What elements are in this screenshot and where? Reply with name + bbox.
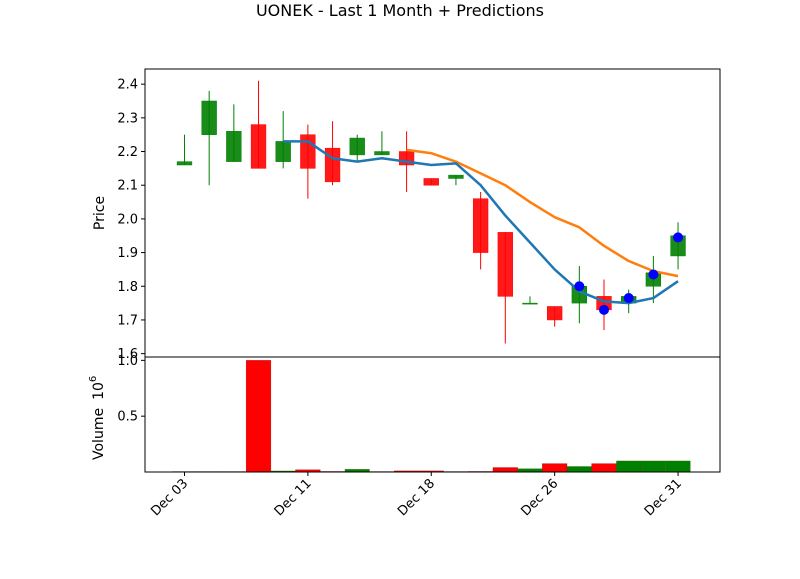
volume-bar — [492, 467, 518, 473]
chart-title: UONEK - Last 1 Month + Predictions — [256, 1, 544, 20]
price-tick-label: 2.3 — [117, 111, 138, 126]
candle-body — [250, 124, 267, 169]
candle-body — [522, 302, 538, 305]
prediction-point — [599, 304, 610, 315]
long-ma-line — [406, 148, 679, 278]
candle-body — [176, 161, 193, 166]
volume-panel: 0.5 1.0 Volume 106 — [88, 354, 721, 473]
volume-bar — [640, 460, 666, 473]
price-tick-label: 1.8 — [117, 280, 138, 295]
price-tick-label: 2.1 — [117, 179, 138, 194]
volume-axis-label: Volume 106 — [88, 376, 107, 460]
volume-scale-base: 10 — [91, 382, 107, 400]
candle-body — [547, 306, 563, 321]
candle-body — [472, 198, 489, 253]
short-ma-line — [283, 140, 679, 305]
candle-body — [374, 151, 390, 156]
candle-body — [349, 137, 365, 156]
volume-axis-title: Volume — [91, 408, 107, 460]
price-tick-label: 2.4 — [117, 78, 138, 93]
prediction-point — [673, 232, 684, 243]
price-tick-label: 2.0 — [117, 212, 138, 227]
candle-body — [300, 134, 316, 169]
price-axis-label: Price — [92, 196, 108, 230]
volume-bar — [566, 466, 592, 473]
price-tick-label: 2.2 — [117, 145, 138, 160]
candle-body — [448, 174, 464, 179]
volume-bar — [665, 460, 691, 473]
candle-body — [324, 147, 341, 183]
volume-bar — [542, 463, 568, 473]
prediction-point — [623, 293, 634, 304]
prediction-point — [574, 281, 585, 292]
candle-body — [275, 141, 291, 162]
candle-body — [226, 131, 242, 162]
price-tick-label: 1.7 — [117, 313, 138, 328]
volume-tick-label: 1.0 — [117, 354, 138, 369]
candle-body — [201, 100, 217, 135]
volume-bar — [245, 360, 272, 473]
volume-bar — [591, 463, 617, 473]
candle-body — [423, 178, 439, 186]
volume-panel-frame — [144, 356, 721, 473]
volume-bar — [616, 460, 642, 473]
candle-body — [497, 232, 513, 297]
price-tick-label: 1.9 — [117, 246, 138, 261]
prediction-point — [648, 269, 659, 280]
volume-bar — [517, 468, 543, 473]
volume-scale-exponent: 6 — [88, 376, 99, 382]
price-panel: 1.6 1.7 1.8 1.9 2.0 2.1 2.2 2.3 2.4 Price — [92, 68, 721, 362]
volume-tick-label: 0.5 — [117, 410, 138, 425]
price-tick-label: 1.6 — [117, 347, 138, 362]
